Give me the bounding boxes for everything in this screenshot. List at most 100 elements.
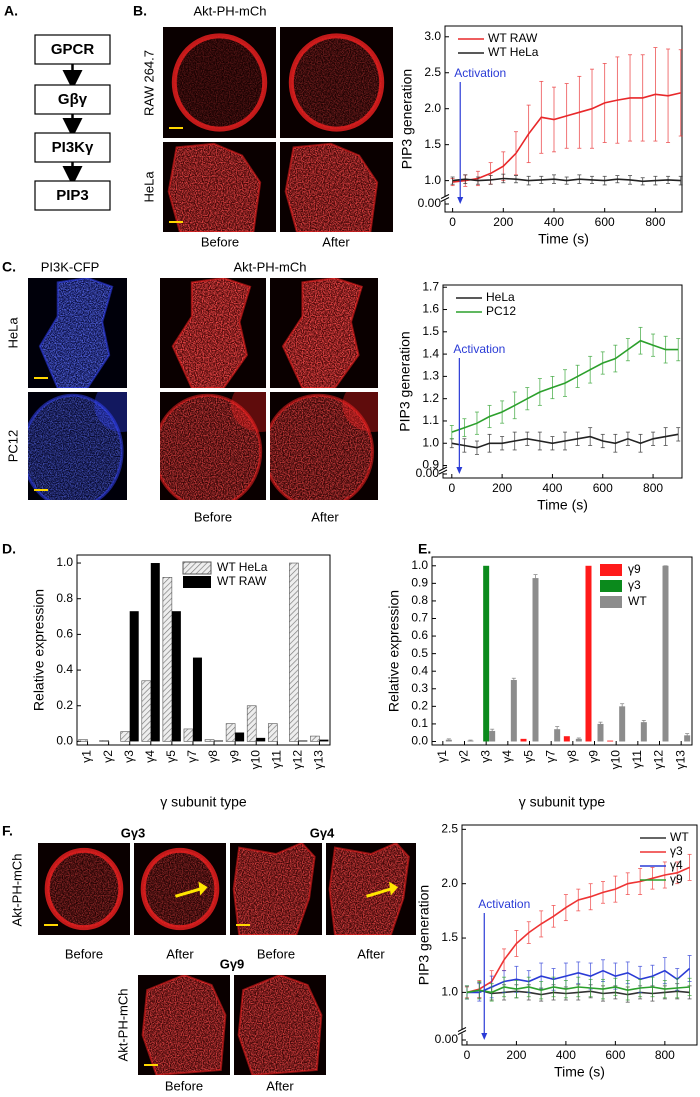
x-tick-label: 0: [448, 481, 455, 495]
data-line: [452, 92, 681, 183]
y-tick-label: 1.0: [56, 555, 73, 569]
legend-label: WT RAW: [217, 574, 267, 588]
cell-speckle: [291, 35, 382, 130]
error-bar: [490, 728, 495, 733]
y-tick-label: 1.7: [422, 279, 439, 293]
column-label: After: [357, 946, 385, 961]
x-tick-label: γ9: [227, 750, 241, 763]
y-tick-label: 1.1: [422, 413, 439, 427]
legend-label: γ9: [628, 562, 641, 576]
x-axis-label: γ subunit type: [160, 794, 247, 810]
cell: [141, 975, 227, 1075]
x-tick-label: γ12: [291, 750, 305, 770]
y-tick-label: 1.6: [422, 302, 439, 316]
node-label: PI3Kγ: [52, 139, 94, 156]
bar: [192, 657, 202, 742]
cell-speckle: [285, 143, 378, 232]
panel-label: F.: [2, 823, 13, 839]
cell-membrane: [171, 278, 252, 388]
annotation-arrowhead: [456, 467, 463, 474]
annotation-arrowhead: [481, 1033, 488, 1040]
legend-label: WT RAW: [488, 31, 538, 45]
y-tick-label: 1.5: [441, 930, 458, 944]
cell: [171, 278, 252, 388]
bar: [684, 735, 691, 742]
column-label: Before: [65, 946, 103, 961]
y-tick-label: 0.00: [416, 466, 440, 480]
bar: [310, 735, 320, 742]
legend-swatch: [183, 576, 211, 588]
y-tick-label: 0.00: [435, 1032, 459, 1046]
y-tick-label: 0.9: [422, 458, 439, 472]
y-tick-label: 1.3: [422, 369, 439, 383]
cell-membrane: [284, 142, 379, 232]
legend-label: γ9: [670, 872, 683, 886]
bar: [225, 723, 236, 742]
micrograph: [326, 843, 416, 935]
x-tick-label: γ11: [630, 750, 644, 769]
micrograph: [230, 843, 322, 935]
cell-membrane: [237, 975, 323, 1075]
plot-frame: [76, 554, 331, 746]
bar: [575, 738, 582, 742]
data-line: [451, 433, 679, 449]
cell-membrane: [141, 975, 227, 1075]
micrograph: [134, 843, 226, 935]
legend-label: WT HeLa: [217, 560, 268, 574]
group-title: Gγ4: [310, 825, 335, 840]
cell: [167, 142, 262, 232]
error-bar: [678, 49, 683, 137]
x-tick-label: 800: [655, 1048, 675, 1062]
legend-label: PC12: [486, 304, 516, 318]
x-tick-label: 0: [464, 1048, 471, 1062]
error-bar: [685, 733, 690, 738]
bar: [563, 736, 570, 742]
plot-frame: [431, 556, 693, 746]
pointer-arrow: [366, 887, 392, 898]
column-label: Before: [201, 234, 239, 249]
cell-membrane: [44, 847, 124, 931]
x-tick-label: γ8: [206, 750, 220, 763]
bar: [204, 739, 215, 742]
y-tick-label: 0.3: [411, 681, 428, 695]
x-tick-label: γ2: [101, 750, 115, 763]
axis-break-gap: [439, 469, 447, 473]
row-label: Akt-PH-mCh: [115, 989, 130, 1062]
bar: [162, 577, 173, 742]
pointer-arrow: [174, 887, 201, 898]
bar: [183, 728, 194, 742]
legend-label: WT: [670, 830, 689, 844]
x-tick-label: γ4: [143, 750, 157, 763]
x-axis-label: Time (s): [537, 497, 588, 513]
y-tick-label: 0.0: [56, 734, 73, 748]
y-tick-label: 0.6: [411, 628, 428, 642]
x-tick-label: γ9: [587, 750, 601, 763]
pathway-diagram: GPCR Gβγ PI3Kγ PIP3: [34, 34, 111, 211]
axis-break-gap: [441, 196, 449, 201]
legend-swatch: [600, 580, 622, 592]
row-label: Akt-PH-mCh: [9, 854, 24, 927]
cell-speckle: [28, 395, 123, 500]
pointer-arrowhead: [198, 881, 208, 896]
micrograph: [138, 975, 230, 1075]
y-tick-label: 1.0: [441, 985, 458, 999]
y-tick-label: 1.0: [411, 558, 428, 572]
micrograph: [160, 278, 266, 388]
x-tick-label: γ8: [565, 750, 579, 763]
y-tick-label: 0.0: [411, 734, 428, 748]
x-tick-label: γ1: [435, 750, 449, 763]
annotation: Activation: [454, 66, 506, 80]
bar: [520, 738, 527, 742]
panel-label: E.: [418, 541, 431, 557]
cell: [328, 843, 410, 935]
x-tick-label: 400: [544, 215, 564, 229]
node-label: PIP3: [56, 187, 89, 204]
cell-speckle: [329, 843, 409, 935]
y-tick-label: 0.9: [411, 576, 428, 590]
cell: [288, 33, 385, 132]
group-title: Gγ9: [220, 956, 245, 971]
node-label: GPCR: [51, 41, 95, 58]
micrograph: [160, 392, 266, 500]
